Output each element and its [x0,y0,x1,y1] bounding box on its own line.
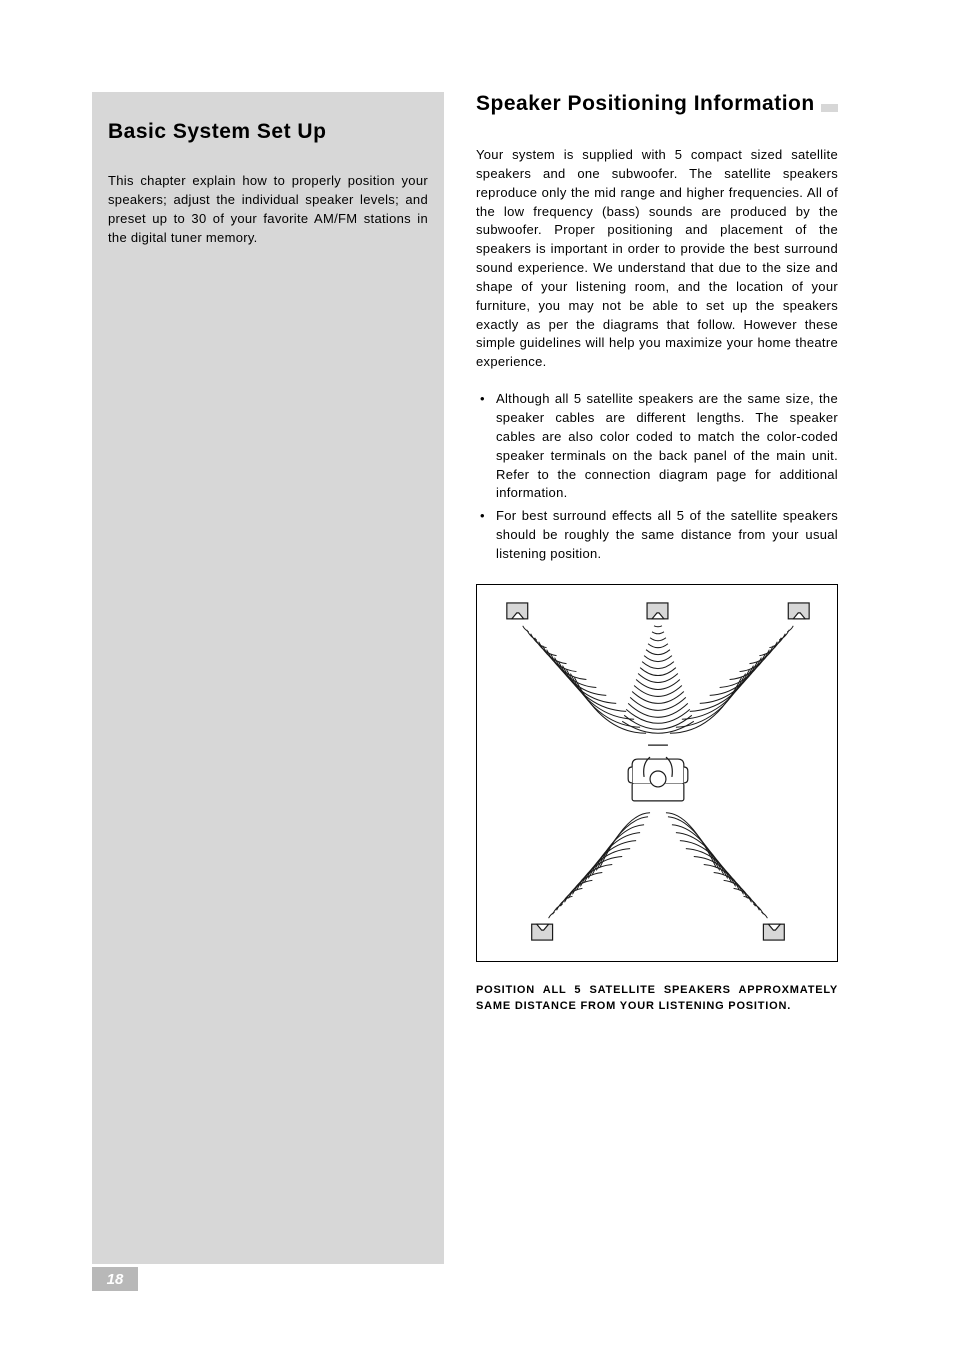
left-intro-text: This chapter explain how to properly pos… [108,172,428,247]
waves-top-left [523,626,646,733]
speaker-diagram [476,584,838,962]
list-item: • For best surround effects all 5 of the… [476,507,838,564]
right-intro-text: Your system is supplied with 5 compact s… [476,146,838,372]
left-inner: Basic System Set Up This chapter explain… [92,92,444,263]
bullet-list: • Although all 5 satellite speakers are … [476,390,838,564]
waves-bottom-right [666,812,767,917]
waves-bottom-left [549,812,650,917]
speaker-bottom-right-icon [763,924,784,940]
speaker-bottom-left-icon [532,924,553,940]
bullet-icon: • [476,507,496,564]
left-sidebar: Basic System Set Up This chapter explain… [92,92,444,1264]
page-number: 18 [92,1267,138,1291]
waves-top-right [670,626,793,733]
left-title: Basic System Set Up [108,120,428,144]
right-title: Speaker Positioning Information [476,92,821,115]
waves-top-center [622,626,694,733]
listener-icon [628,745,688,801]
list-item: • Although all 5 satellite speakers are … [476,390,838,503]
bullet-icon: • [476,390,496,503]
speaker-top-left-icon [507,603,528,619]
bullet-text-0: Although all 5 satellite speakers are th… [496,390,838,503]
right-title-wrap: Speaker Positioning Information [476,92,838,116]
diagram-svg [477,585,837,961]
page-content: Basic System Set Up This chapter explain… [92,92,838,1264]
right-column: Speaker Positioning Information Your sys… [476,92,838,1264]
diagram-caption: POSITION ALL 5 SATELLITE SPEAKERS APPROX… [476,982,838,1015]
speaker-top-right-icon [788,603,809,619]
speaker-top-center-icon [647,603,668,619]
bullet-text-1: For best surround effects all 5 of the s… [496,507,838,564]
